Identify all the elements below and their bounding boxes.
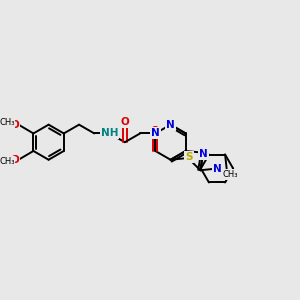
Text: N: N [166,120,175,130]
Text: N: N [199,149,208,159]
Text: O: O [151,125,160,136]
Text: O: O [10,120,19,130]
Text: S: S [185,152,193,162]
Text: N: N [151,128,160,138]
Text: NH: NH [101,128,118,138]
Text: CH₃: CH₃ [222,170,238,179]
Text: N: N [151,128,160,138]
Text: O: O [121,117,129,127]
Text: CH₃: CH₃ [0,118,15,127]
Text: O: O [10,155,19,165]
Text: N: N [213,164,221,173]
Text: CH₃: CH₃ [0,157,15,166]
